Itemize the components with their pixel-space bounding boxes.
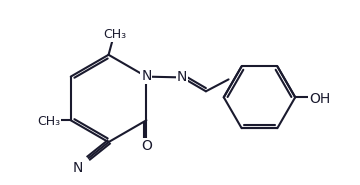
Text: N: N <box>141 69 152 83</box>
Text: N: N <box>177 70 187 84</box>
Text: CH₃: CH₃ <box>37 115 60 128</box>
Text: N: N <box>72 161 83 175</box>
Text: CH₃: CH₃ <box>103 28 126 41</box>
Text: O: O <box>141 139 152 153</box>
Text: OH: OH <box>309 92 330 106</box>
